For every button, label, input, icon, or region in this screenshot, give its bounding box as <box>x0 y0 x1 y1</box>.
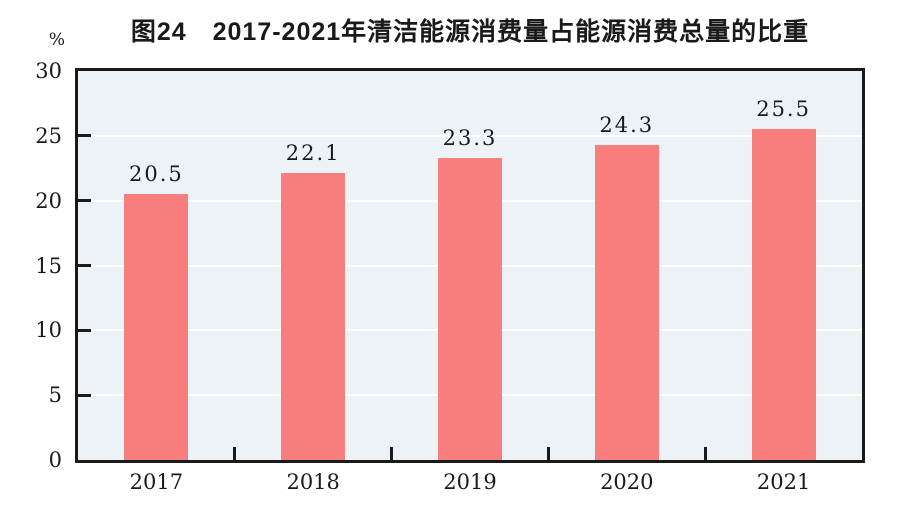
y-tick-mark-20 <box>78 199 91 203</box>
bar-value-label-2017: 20.5 <box>129 162 184 187</box>
y-tick-mark-15 <box>78 264 91 267</box>
chart-title: 图24 2017-2021年清洁能源消费量占能源消费总量的比重 <box>130 18 810 46</box>
x-axis-tick-label-2019: 2019 <box>443 470 497 494</box>
y-axis-tick-label-25: 25 <box>35 123 62 148</box>
y-axis-tick-label-10: 10 <box>35 318 62 343</box>
x-axis-tick-label-2021: 2021 <box>756 470 811 494</box>
bar-value-label-2021: 25.5 <box>756 97 811 122</box>
bar-value-label-2018: 22.1 <box>285 141 341 166</box>
y-axis-tick-label-0: 0 <box>48 448 62 472</box>
bar-2019 <box>438 157 502 460</box>
bar-value-label-2020: 24.3 <box>599 112 655 137</box>
x-axis-tick-label-2020: 2020 <box>600 470 654 494</box>
y-tick-mark-10 <box>78 328 91 332</box>
bar-2017 <box>124 194 189 460</box>
x-tick-mark-3 <box>546 447 550 460</box>
y-axis-tick-label-20: 20 <box>35 188 62 213</box>
y-tick-mark-25 <box>78 134 91 138</box>
bar-2020 <box>594 144 659 460</box>
plot-canvas: 20.5 22.1 23.3 24.3 25.5 <box>78 71 862 460</box>
y-tick-mark-5 <box>78 393 91 397</box>
y-axis-tick-label-15: 15 <box>35 253 62 278</box>
x-tick-mark-1 <box>233 447 237 460</box>
plot-area: 20.5 22.1 23.3 24.3 25.5 <box>75 68 865 463</box>
bar-value-label-2019: 23.3 <box>442 125 498 150</box>
bar-2021 <box>751 129 816 460</box>
y-axis-unit-label: % <box>48 30 66 50</box>
x-axis-tick-label-2018: 2018 <box>286 470 340 494</box>
y-axis-tick-label-30: 30 <box>35 59 62 83</box>
gridline-25 <box>78 134 862 137</box>
x-axis-tick-label-2017: 2017 <box>129 470 184 494</box>
x-tick-mark-4 <box>703 447 707 460</box>
bar-2018 <box>281 173 346 460</box>
x-tick-mark-2 <box>390 447 394 460</box>
y-axis-tick-label-5: 5 <box>48 383 62 408</box>
